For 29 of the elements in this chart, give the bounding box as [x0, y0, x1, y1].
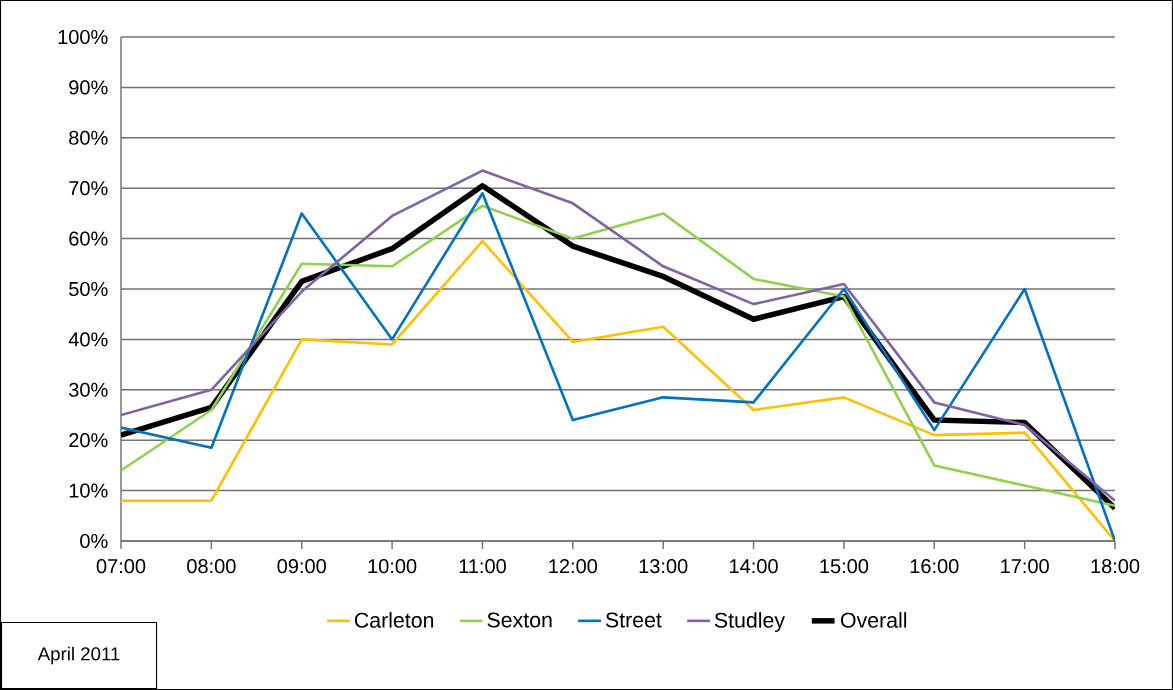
x-tick-label: 17:00 — [1001, 559, 1049, 574]
y-tick-label: 40% — [68, 332, 108, 347]
y-tick-label: 10% — [69, 483, 108, 498]
y-tick-label: 20% — [69, 433, 108, 448]
legend-label: Carleton — [354, 612, 434, 628]
legend-label: Street — [605, 612, 662, 628]
x-tick-label: 09:00 — [277, 559, 326, 574]
y-tick-label: 30% — [69, 382, 108, 397]
y-tick-label: 60% — [69, 231, 108, 246]
text: April 2011 — [37, 646, 120, 665]
x-tick-label: 07:00 — [96, 559, 146, 574]
x-tick-label: 11:00 — [459, 559, 506, 574]
x-tick-label: 16:00 — [910, 559, 959, 574]
y-tick-label: 80% — [69, 130, 108, 145]
x-tick-label: 12:00 — [549, 559, 598, 574]
x-tick-label: 13:00 — [639, 559, 688, 574]
x-tick-label: 18:00 — [1091, 559, 1140, 574]
legend-label: Sexton — [487, 612, 552, 628]
y-tick-label: 0% — [80, 533, 108, 549]
x-tick-label: 08:00 — [187, 559, 236, 574]
x-tick-label: 15:00 — [820, 559, 869, 574]
y-tick-label: 90% — [69, 80, 108, 95]
y-tick-label: 70% — [69, 181, 108, 196]
y-tick-label: 50% — [69, 281, 108, 297]
legend-label: Overall — [840, 612, 907, 628]
y-tick-label: 100% — [58, 29, 108, 45]
x-tick-label: 10:00 — [368, 559, 417, 574]
x-tick-label: 14:00 — [730, 559, 778, 574]
legend-label: Studley — [714, 612, 785, 633]
